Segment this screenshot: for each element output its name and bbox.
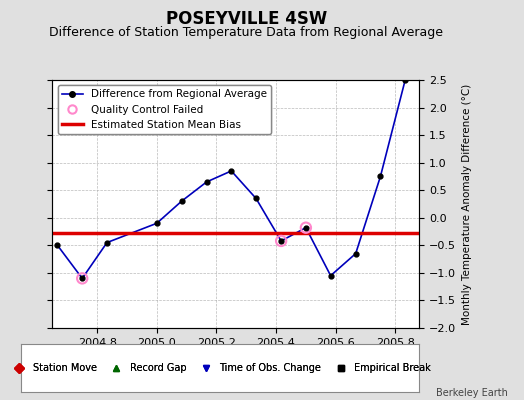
Legend: Station Move, Record Gap, Time of Obs. Change, Empirical Break: Station Move, Record Gap, Time of Obs. C… — [5, 359, 435, 377]
Text: POSEYVILLE 4SW: POSEYVILLE 4SW — [166, 10, 327, 28]
Y-axis label: Monthly Temperature Anomaly Difference (°C): Monthly Temperature Anomaly Difference (… — [462, 83, 472, 325]
Legend: Difference from Regional Average, Quality Control Failed, Estimated Station Mean: Difference from Regional Average, Qualit… — [58, 85, 271, 134]
Point — [277, 238, 286, 244]
Text: Difference of Station Temperature Data from Regional Average: Difference of Station Temperature Data f… — [49, 26, 443, 39]
Point — [78, 275, 86, 282]
Point — [302, 224, 310, 231]
Text: Berkeley Earth: Berkeley Earth — [436, 388, 508, 398]
